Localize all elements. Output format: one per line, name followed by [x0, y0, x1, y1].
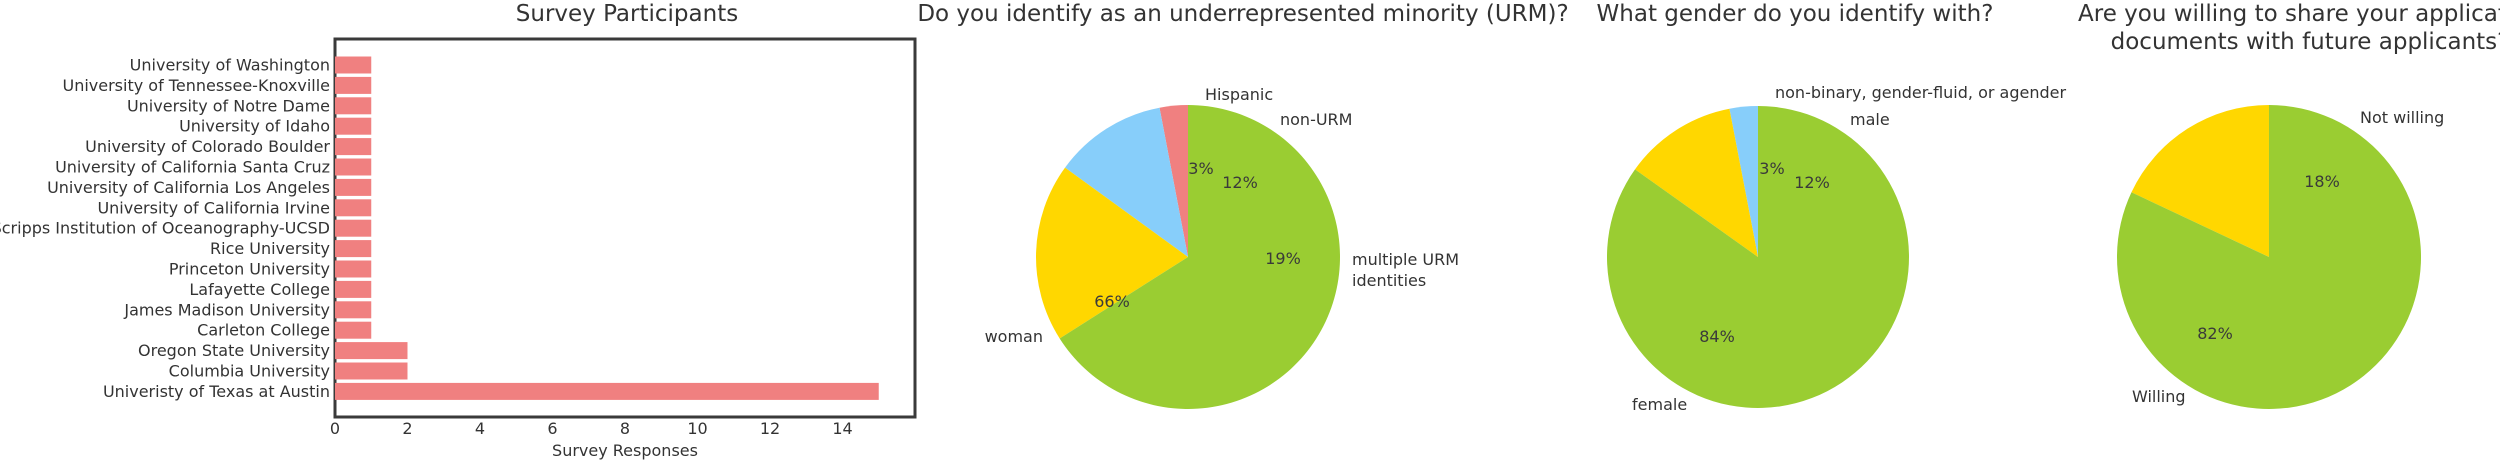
bar-rice-university: [335, 240, 372, 258]
category-label: Princeton University: [169, 260, 330, 279]
bar-james-madison-university: [335, 301, 372, 319]
category-label: University of California Irvine: [97, 198, 330, 217]
slice-label: male: [1850, 110, 1890, 129]
x-tick-label: 6: [547, 419, 557, 438]
x-tick-label: 4: [475, 419, 485, 438]
pie-slice-woman: [1059, 105, 1340, 409]
pie-slices: non-binary, gender-fluid, or agender 3% ma…: [1606, 83, 2066, 414]
chart-title-line-2: documents with future applicants?: [2111, 29, 2500, 55]
slice-percent-label: 12%: [1222, 173, 1258, 192]
slice-label-line: multiple URM: [1352, 250, 1459, 269]
bar-university-of-california-los-angeles: [335, 178, 372, 196]
chart-title: What gender do you identify with?: [1597, 1, 1994, 27]
x-tick-label: 8: [620, 419, 630, 438]
pie-slice-non-binary-gender-fluid-or-agender: [1729, 106, 1758, 257]
category-label: James Madison University: [123, 300, 330, 319]
slice-label: multiple URM identities: [1352, 250, 1459, 290]
slice-percent-label: 3%: [1759, 159, 1784, 178]
bar-university-of-idaho: [335, 117, 372, 135]
chart-title: Do you identify as an underrepresented m…: [917, 1, 1568, 27]
pie-chart-gender: What gender do you identify with? non-bi…: [1597, 1, 2067, 414]
pie-slice-hispanic: [1159, 105, 1188, 257]
pie-slice-willing: [2117, 105, 2421, 409]
bar-columbia-university: [335, 362, 408, 380]
slice-label: female: [1632, 395, 1687, 414]
pie-slices: Hispanic 3% non-URM 12% multiple URM identiti…: [985, 85, 1459, 409]
x-axis-label: Survey Responses: [552, 441, 698, 460]
category-label: Oregon State University: [138, 341, 330, 360]
category-label: Carleton College: [197, 321, 330, 340]
slice-percent-label: 82%: [2197, 324, 2233, 343]
bar-university-of-colorado-boulder: [335, 138, 372, 156]
pie-slice-female: [1606, 106, 1909, 408]
bar-university-of-tennessee-knoxville: [335, 76, 372, 94]
bar-chart-survey-participants: Survey Participants University of Washin…: [0, 1, 917, 460]
category-label: Univeristy of Texas at Austin: [103, 382, 330, 401]
category-label: Scripps Institution of Oceanography-UCSD: [0, 219, 330, 238]
slice-label: woman: [985, 327, 1043, 346]
bar-univeristy-of-texas-at-austin: [335, 382, 879, 400]
plot-frame: [333, 37, 917, 419]
bar-princeton-university: [335, 260, 372, 278]
x-tick-label: 10: [687, 419, 707, 438]
bar-oregon-state-university: [335, 342, 408, 360]
category-label: Rice University: [210, 239, 330, 258]
category-label: University of Washington: [130, 56, 330, 75]
bar-marks: [335, 56, 879, 400]
slice-percent-label: 12%: [1794, 173, 1830, 192]
bar-scripps-institution-of-oceanography-ucsd: [335, 219, 372, 237]
category-label: University of Idaho: [179, 117, 330, 136]
bar-carleton-college: [335, 321, 372, 339]
chart-title-line-1: Are you willing to share your applicatio…: [2078, 1, 2500, 27]
slice-percent-label: 84%: [1699, 327, 1735, 346]
category-label: University of Tennessee-Knoxville: [62, 76, 330, 95]
bar-university-of-washington: [335, 56, 372, 74]
slice-label-line: identities: [1352, 271, 1426, 290]
pie-slice-multiple-urm-identities: [1036, 167, 1188, 339]
pie-slice-non-urm: [1065, 107, 1188, 257]
pie-slices: Not willing 18% Willing 82%: [2117, 105, 2444, 409]
x-tick-labels: 0 2 4 6 8 10 12 14: [330, 419, 853, 438]
chart-title: Survey Participants: [516, 1, 738, 27]
bar-lafayette-college: [335, 280, 372, 298]
slice-label: Willing: [2132, 387, 2186, 406]
x-tick-label: 14: [832, 419, 852, 438]
slice-percent-label: 18%: [2304, 172, 2340, 191]
category-label: Columbia University: [169, 362, 330, 381]
bar-university-of-california-irvine: [335, 199, 372, 217]
pie-slice-male: [1634, 108, 1758, 258]
x-tick-label: 12: [760, 419, 780, 438]
slice-percent-label: 66%: [1094, 292, 1130, 311]
slice-label: non-URM: [1280, 110, 1352, 129]
slice-label: Hispanic: [1205, 85, 1273, 104]
category-label: University of California Los Angeles: [47, 178, 330, 197]
category-label: University of California Santa Cruz: [55, 158, 330, 177]
x-tick-label: 0: [330, 419, 340, 438]
slice-label: Not willing: [2360, 108, 2444, 127]
slice-percent-label: 19%: [1265, 249, 1301, 268]
pie-chart-share-documents: Are you willing to share your applicatio…: [2078, 1, 2500, 409]
bar-university-of-california-santa-cruz: [335, 158, 372, 176]
category-label: Lafayette College: [189, 280, 330, 299]
bar-university-of-notre-dame: [335, 97, 372, 115]
x-tick-label: 2: [402, 419, 412, 438]
category-label: University of Notre Dame: [127, 96, 330, 115]
pie-chart-urm: Do you identify as an underrepresented m…: [917, 1, 1569, 409]
slice-percent-label: 3%: [1188, 159, 1213, 178]
category-label: University of Colorado Boulder: [85, 137, 330, 156]
slice-label: non-binary, gender-fluid, or agender: [1775, 83, 2066, 102]
pie-slice-not-willing: [2131, 105, 2269, 257]
